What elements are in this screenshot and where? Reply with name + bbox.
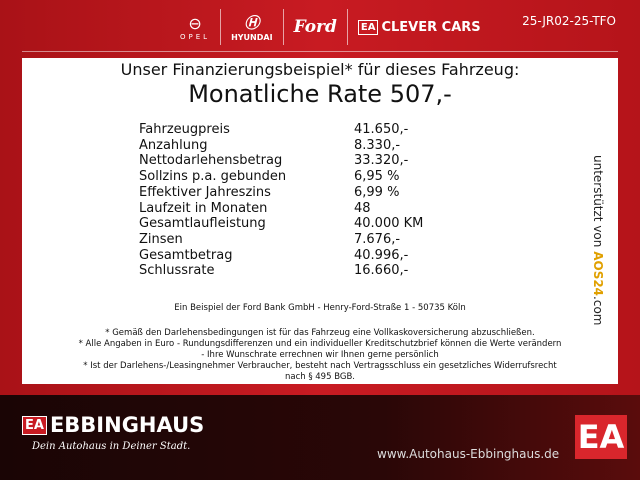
finance-row: Anzahlung 8.330,- bbox=[139, 138, 474, 154]
row-label: Laufzeit in Monaten bbox=[139, 200, 268, 216]
note: * Alle Angaben in Euro - Rundungsdiffere… bbox=[78, 339, 562, 349]
ebbinghaus-logo: EA EBBINGHAUS bbox=[22, 413, 204, 437]
bank-info: Ein Beispiel der Ford Bank GmbH - Henry-… bbox=[174, 303, 466, 313]
aos24-logo: AOS24 bbox=[591, 251, 605, 297]
finance-row: Schlussrate 16.660,- bbox=[139, 263, 474, 279]
finance-row: Laufzeit in Monaten 48 bbox=[139, 201, 474, 217]
supported-by: unterstützt von AOS24.com bbox=[591, 155, 605, 326]
row-value: 7.676,- bbox=[354, 231, 401, 247]
clever-cars-logo: EA CLEVER CARS bbox=[348, 9, 491, 45]
finance-row: Gesamtbetrag 40.996,- bbox=[139, 248, 474, 264]
note: * Gemäß den Darlehensbedingungen ist für… bbox=[105, 328, 535, 338]
row-label: Fahrzeugpreis bbox=[139, 122, 230, 137]
brand-logos: ⊖ OPEL Ⓗ HYUNDAI Ford EA CLEVER CARS bbox=[170, 8, 491, 46]
row-label: Gesamtlaufleistung bbox=[139, 216, 266, 232]
row-value: 8.330,- bbox=[354, 137, 401, 153]
row-value: 16.660,- bbox=[354, 263, 409, 279]
row-label: Zinsen bbox=[139, 231, 183, 247]
row-value: 40.996,- bbox=[354, 247, 409, 263]
row-value: 40.000 KM bbox=[354, 216, 424, 232]
footnotes: * Gemäß den Darlehensbedingungen ist für… bbox=[22, 328, 618, 383]
row-label: Sollzins p.a. gebunden bbox=[139, 169, 287, 185]
hyundai-logo: Ⓗ HYUNDAI bbox=[221, 9, 284, 45]
header-area: ⊖ OPEL Ⓗ HYUNDAI Ford EA CLEVER CARS 25-JR0… bbox=[0, 0, 640, 395]
row-label: Anzahlung bbox=[139, 137, 208, 153]
row-label: Schlussrate bbox=[139, 263, 215, 279]
monthly-rate: Monatliche Rate 507,- bbox=[188, 80, 452, 108]
note: nach § 495 BGB. bbox=[284, 372, 356, 382]
finance-row: Nettodarlehensbetrag 33.320,- bbox=[139, 153, 474, 169]
finance-row: Fahrzeugpreis 41.650,- bbox=[139, 122, 474, 138]
panel-title: Unser Finanzierungsbeispiel* für dieses … bbox=[120, 60, 520, 79]
row-value: 6,99 % bbox=[354, 184, 400, 200]
row-value: 33.320,- bbox=[354, 153, 409, 169]
row-label: Nettodarlehensbetrag bbox=[139, 153, 283, 169]
row-value: 6,95 % bbox=[354, 169, 400, 185]
slogan: Dein Autohaus in Deiner Stadt. bbox=[32, 441, 191, 452]
ford-logo: Ford bbox=[284, 9, 348, 45]
finance-panel: Unser Finanzierungsbeispiel* für dieses … bbox=[22, 58, 618, 384]
row-label: Gesamtbetrag bbox=[139, 247, 233, 263]
website-link[interactable]: www.Autohaus-Ebbinghaus.de bbox=[377, 447, 560, 461]
divider bbox=[22, 51, 618, 52]
finance-table: Fahrzeugpreis 41.650,- Anzahlung 8.330,- Net… bbox=[139, 122, 474, 279]
vehicle-code: 25-JR02-25-TFO bbox=[522, 14, 616, 28]
finance-row: Gesamtlaufleistung 40.000 KM bbox=[139, 216, 474, 232]
finance-row: Zinsen 7.676,- bbox=[139, 232, 474, 248]
finance-row: Effektiver Jahreszins 6,99 % bbox=[139, 185, 474, 201]
finance-row: Sollzins p.a. gebunden 6,95 % bbox=[139, 169, 474, 185]
note: - Ihre Wunschrate errechnen wir Ihnen ge… bbox=[201, 350, 439, 360]
opel-logo: ⊖ OPEL bbox=[170, 9, 222, 45]
row-value: 48 bbox=[354, 200, 371, 216]
row-value: 41.650,- bbox=[354, 122, 409, 137]
note: * Ist der Darlehens-/Leasingnehmer Verbr… bbox=[83, 361, 557, 371]
ea-badge: EA bbox=[575, 415, 627, 459]
row-label: Effektiver Jahreszins bbox=[139, 184, 271, 200]
footer-banner: EA EBBINGHAUS Dein Autohaus in Deiner Sta… bbox=[0, 395, 640, 480]
